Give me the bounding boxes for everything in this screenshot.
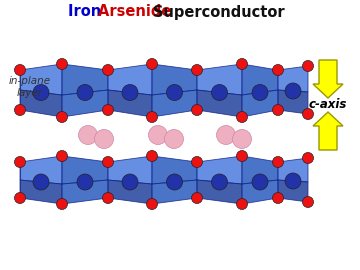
Polygon shape bbox=[108, 156, 152, 184]
Circle shape bbox=[166, 85, 183, 100]
Polygon shape bbox=[197, 180, 242, 204]
Circle shape bbox=[285, 173, 301, 189]
Circle shape bbox=[212, 85, 228, 100]
Circle shape bbox=[273, 104, 284, 116]
Circle shape bbox=[302, 109, 314, 120]
Circle shape bbox=[14, 193, 26, 204]
Polygon shape bbox=[152, 64, 197, 95]
Circle shape bbox=[192, 104, 202, 116]
Polygon shape bbox=[152, 156, 197, 184]
Text: in-plane
layer: in-plane layer bbox=[9, 76, 51, 98]
Circle shape bbox=[192, 65, 202, 76]
Circle shape bbox=[252, 174, 268, 190]
Circle shape bbox=[57, 198, 68, 210]
Circle shape bbox=[14, 65, 26, 76]
Circle shape bbox=[57, 59, 68, 69]
Text: Iron: Iron bbox=[68, 5, 106, 19]
Circle shape bbox=[77, 174, 93, 190]
Circle shape bbox=[302, 60, 314, 72]
Circle shape bbox=[252, 85, 268, 100]
Circle shape bbox=[33, 174, 49, 190]
Polygon shape bbox=[242, 156, 278, 184]
Circle shape bbox=[122, 174, 138, 190]
Text: Superconductor: Superconductor bbox=[153, 5, 285, 19]
Circle shape bbox=[78, 126, 98, 144]
Circle shape bbox=[147, 198, 158, 210]
Polygon shape bbox=[108, 180, 152, 204]
Polygon shape bbox=[108, 64, 152, 95]
Polygon shape bbox=[62, 90, 108, 117]
Polygon shape bbox=[20, 156, 62, 184]
Polygon shape bbox=[242, 64, 278, 95]
Polygon shape bbox=[278, 180, 308, 202]
Circle shape bbox=[237, 59, 248, 69]
Circle shape bbox=[237, 150, 248, 161]
Polygon shape bbox=[20, 180, 62, 204]
Polygon shape bbox=[242, 90, 278, 117]
Polygon shape bbox=[242, 180, 278, 204]
Polygon shape bbox=[278, 158, 308, 182]
Circle shape bbox=[302, 153, 314, 164]
Polygon shape bbox=[62, 180, 108, 204]
Circle shape bbox=[94, 130, 113, 148]
Polygon shape bbox=[152, 180, 197, 204]
Circle shape bbox=[273, 157, 284, 167]
Polygon shape bbox=[108, 90, 152, 117]
Circle shape bbox=[147, 112, 158, 123]
Circle shape bbox=[14, 157, 26, 167]
Circle shape bbox=[192, 157, 202, 167]
Text: Arsenide: Arsenide bbox=[99, 5, 177, 19]
Polygon shape bbox=[313, 60, 343, 98]
Circle shape bbox=[237, 198, 248, 210]
Circle shape bbox=[212, 174, 228, 190]
Circle shape bbox=[192, 193, 202, 204]
Circle shape bbox=[103, 157, 113, 167]
Circle shape bbox=[233, 130, 252, 148]
Polygon shape bbox=[313, 112, 343, 150]
Circle shape bbox=[165, 130, 184, 148]
Circle shape bbox=[285, 83, 301, 99]
Circle shape bbox=[33, 85, 49, 100]
Circle shape bbox=[273, 193, 284, 204]
Polygon shape bbox=[20, 90, 62, 117]
Circle shape bbox=[216, 126, 235, 144]
Polygon shape bbox=[152, 90, 197, 117]
Polygon shape bbox=[278, 90, 308, 114]
Circle shape bbox=[273, 65, 284, 76]
Circle shape bbox=[103, 193, 113, 204]
Circle shape bbox=[122, 85, 138, 100]
Circle shape bbox=[302, 197, 314, 208]
Polygon shape bbox=[278, 66, 308, 92]
Circle shape bbox=[147, 150, 158, 161]
Circle shape bbox=[103, 104, 113, 116]
Circle shape bbox=[149, 126, 167, 144]
Polygon shape bbox=[62, 156, 108, 184]
Text: c-axis: c-axis bbox=[309, 99, 347, 112]
Polygon shape bbox=[197, 90, 242, 117]
Circle shape bbox=[103, 65, 113, 76]
Circle shape bbox=[57, 112, 68, 123]
Polygon shape bbox=[62, 64, 108, 95]
Circle shape bbox=[237, 112, 248, 123]
Polygon shape bbox=[20, 64, 62, 95]
Polygon shape bbox=[197, 156, 242, 184]
Circle shape bbox=[57, 150, 68, 161]
Circle shape bbox=[166, 174, 183, 190]
Circle shape bbox=[147, 59, 158, 69]
Circle shape bbox=[77, 85, 93, 100]
Circle shape bbox=[14, 104, 26, 116]
Polygon shape bbox=[197, 64, 242, 95]
